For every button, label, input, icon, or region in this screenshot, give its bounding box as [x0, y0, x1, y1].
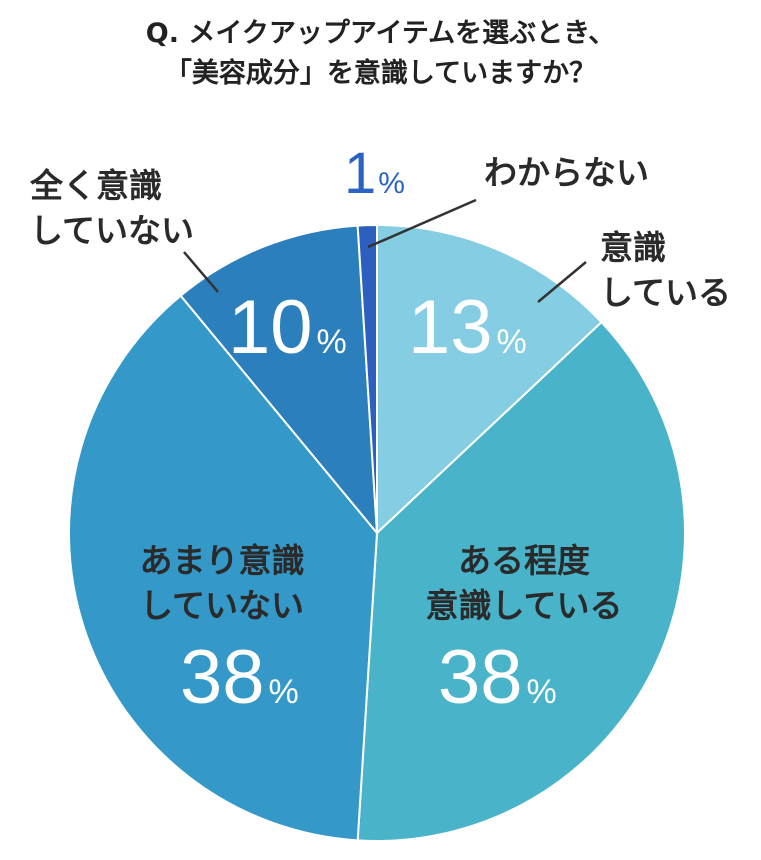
pie-slice-not-much — [68, 294, 379, 842]
chart-title: Q. メイクアップアイテムを選ぶとき、 「美容成分」を意識していますか？ — [0, 14, 761, 94]
value-label-somewhat: 38% — [438, 634, 557, 721]
label-not-much-line-2: していない — [139, 586, 304, 625]
label-unknown: わからない — [484, 150, 649, 195]
label-somewhat: ある程度 意識している — [404, 538, 644, 628]
percent-sign-aware: % — [496, 323, 527, 361]
chart-title-line-2: 「美容成分」を意識していますか？ — [164, 58, 597, 89]
percent-sign-not-at-all: % — [316, 323, 347, 361]
value-not-at-all: 10 — [228, 285, 313, 370]
value-somewhat: 38 — [438, 635, 523, 720]
label-not-at-all-line-2: していない — [30, 211, 195, 250]
percent-sign-unknown: % — [378, 167, 405, 200]
label-not-much: あまり意識 していない — [112, 538, 332, 628]
value-aware: 13 — [408, 285, 493, 370]
label-somewhat-line-1: ある程度 — [458, 541, 590, 580]
value-unknown: 1 — [344, 141, 377, 206]
leader-line-unknown — [367, 198, 477, 249]
label-aware: 意識 している — [600, 225, 731, 315]
chart-title-line-1: Q. メイクアップアイテムを選ぶとき、 — [145, 18, 616, 49]
value-label-not-much: 38% — [180, 634, 299, 721]
percent-sign-somewhat: % — [526, 673, 557, 711]
label-not-at-all-line-1: 全く意識 — [30, 166, 162, 205]
label-aware-line-2: している — [600, 273, 732, 312]
value-not-much: 38 — [180, 635, 265, 720]
leader-line-not-at-all — [183, 251, 219, 293]
leader-line-aware — [537, 261, 587, 303]
percent-sign-not-much: % — [268, 673, 299, 711]
value-label-not-at-all: 10% — [228, 284, 347, 371]
pie-slices — [68, 223, 686, 842]
pie-slice-not-at-all — [179, 224, 379, 537]
value-label-unknown: 1% — [344, 140, 405, 207]
pie-slice-somewhat — [356, 320, 686, 842]
pie-slice-unknown — [356, 223, 378, 534]
label-aware-line-1: 意識 — [600, 228, 666, 267]
label-unknown-line-1: わからない — [484, 153, 649, 192]
label-somewhat-line-2: 意識している — [425, 586, 623, 625]
label-not-at-all: 全く意識 していない — [30, 163, 194, 253]
leader-lines — [183, 198, 587, 303]
pie-slice-aware — [376, 223, 603, 536]
label-not-much-line-1: あまり意識 — [139, 541, 305, 580]
value-label-aware: 13% — [408, 284, 527, 371]
